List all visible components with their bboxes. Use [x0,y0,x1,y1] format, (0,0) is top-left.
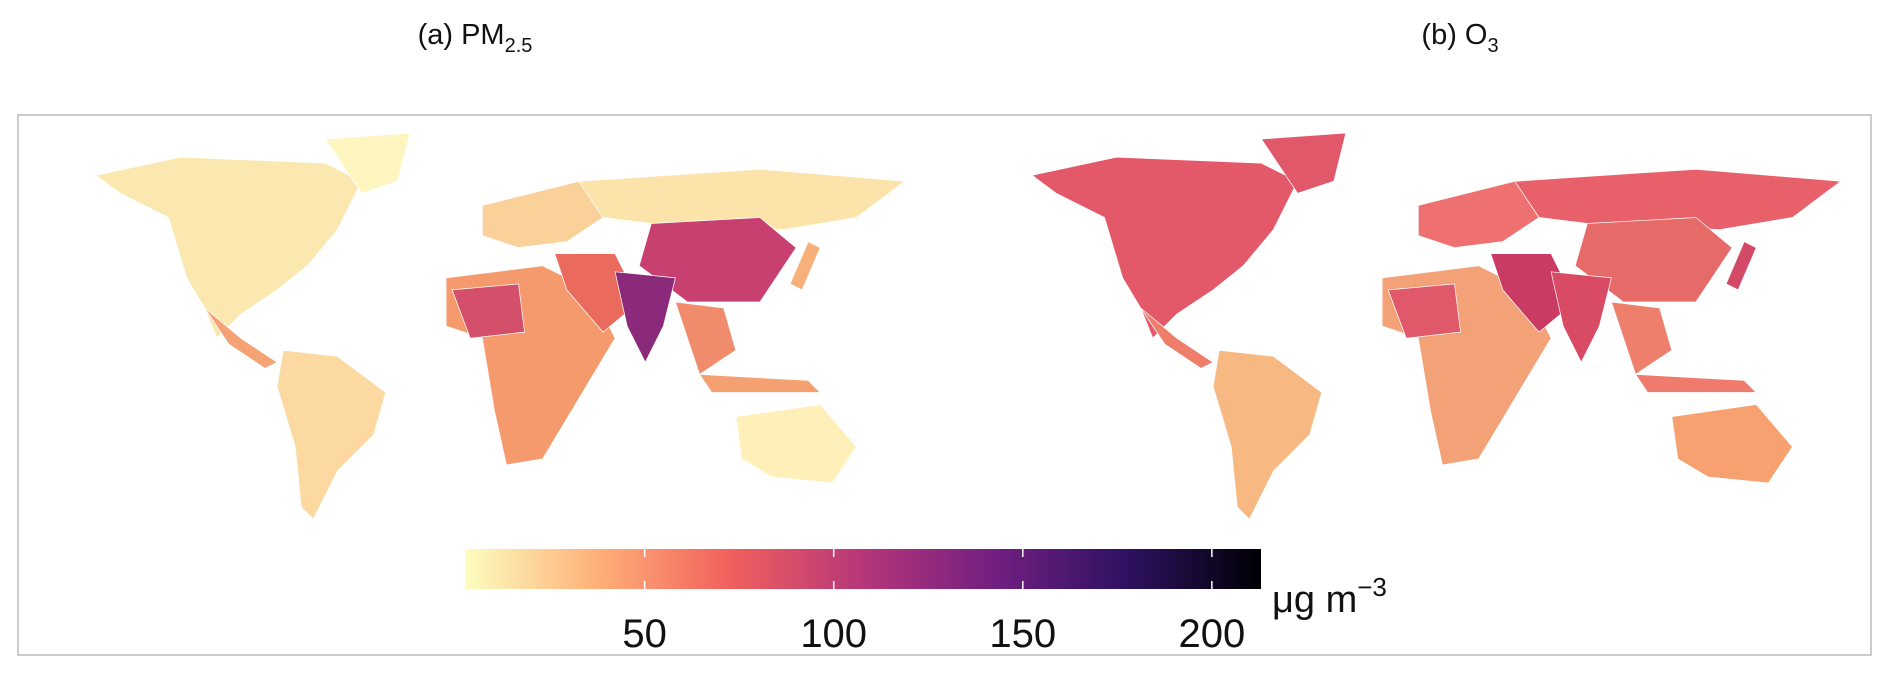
colorbar-tick-label: 150 [989,612,1056,656]
colorbar-tick-label: 100 [800,612,867,656]
region [1671,404,1793,484]
region [578,168,906,230]
region [674,301,737,375]
region [1140,307,1214,369]
region [1212,349,1323,520]
region [1417,180,1540,249]
region [324,132,411,194]
colorbar-unit: μg m−3 [1272,572,1387,621]
region [451,283,525,339]
region [638,217,797,303]
region [1550,271,1612,364]
region [1387,283,1461,339]
region [735,404,857,484]
region [1260,132,1347,194]
panel-title: (b) O3 [1421,19,1498,57]
region [1610,301,1673,375]
region [1514,168,1842,230]
colorbar-tick-label: 50 [622,612,667,656]
region [698,373,822,393]
region [1634,373,1758,393]
region [481,180,604,249]
region [1725,241,1757,291]
region [1574,217,1733,303]
map-o3 [1031,132,1842,520]
region [614,271,676,364]
map-pm25 [95,132,906,520]
region [276,349,387,520]
colorbar [465,549,1261,589]
region [1031,156,1299,339]
region [789,241,821,291]
region [95,156,363,339]
panel-title: (a) PM2.5 [418,19,533,57]
frame [17,114,1872,656]
region [204,307,278,369]
colorbar-tick-label: 200 [1178,612,1245,656]
